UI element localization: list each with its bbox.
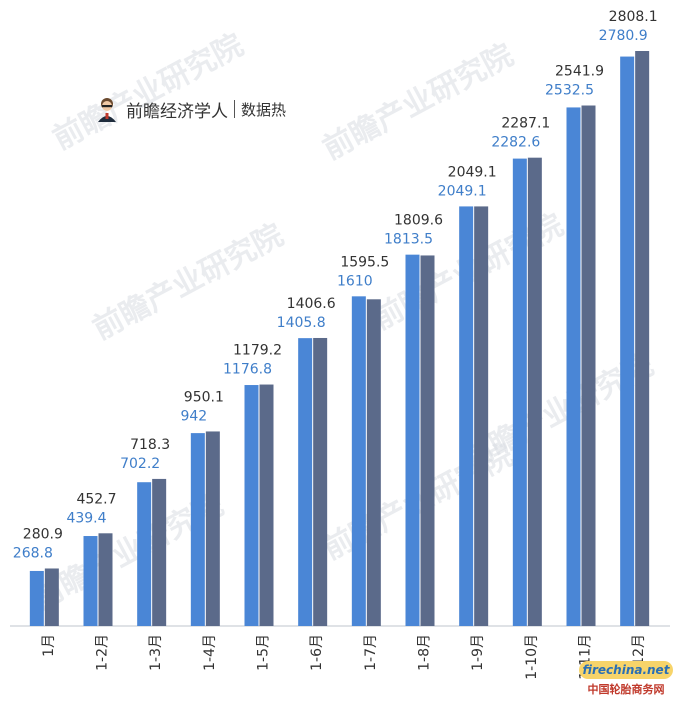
x-tick-labels-group: 1月 1-2月 1-3月 1-4月 1-5月 1-6月 1-7月 1-8月 1-9月 1-10月 1…: [41, 634, 647, 680]
bar-series-b: [474, 206, 489, 626]
avatar-icon: [98, 98, 116, 122]
brand-divider: [234, 100, 235, 118]
bar-series-b: [313, 337, 328, 626]
x-tick-label: 1-2月: [95, 634, 111, 671]
value-label-series-b: 280.9: [23, 526, 63, 542]
value-label-series-b: 1179.2: [233, 343, 282, 359]
corner-logo: firechina.net 中国轮胎商务网: [578, 659, 674, 703]
x-tick-label: 1-8月: [417, 634, 433, 671]
bar-series-a: [459, 206, 474, 626]
value-label-series-a: 439.4: [66, 510, 106, 526]
bar-series-b: [152, 478, 167, 626]
value-label-series-a: 942: [180, 408, 207, 424]
bar-series-b: [635, 51, 650, 626]
value-label-series-a: 2049.1: [438, 183, 487, 199]
corner-logo-site-name: 中国轮胎商务网: [587, 683, 665, 696]
bar-series-b: [420, 255, 435, 626]
bar-series-a: [137, 482, 152, 626]
value-label-series-b: 2808.1: [609, 9, 658, 25]
bar-series-b: [366, 299, 381, 626]
bar-series-a: [298, 338, 313, 626]
bar-series-a: [244, 385, 259, 626]
x-tick-label: 1-7月: [363, 634, 379, 671]
x-tick-label: 1-9月: [470, 634, 486, 671]
value-label-series-b: 2541.9: [555, 64, 604, 80]
bar-series-b: [44, 568, 59, 626]
bars-group: [29, 51, 650, 627]
value-label-series-b: 718.3: [130, 437, 170, 453]
value-label-series-a: 1405.8: [277, 315, 326, 331]
bar-series-a: [83, 536, 98, 626]
value-label-series-b: 452.7: [76, 491, 116, 507]
bar-series-a: [405, 254, 420, 626]
x-tick-label: 1-4月: [202, 634, 218, 671]
value-label-series-b: 950.1: [184, 389, 224, 405]
value-label-series-a: 2780.9: [599, 28, 648, 44]
x-tick-label: 1-6月: [309, 634, 325, 671]
x-tick-label: 1月: [41, 634, 57, 657]
bar-series-a: [190, 433, 205, 626]
brand-header: 前瞻经济学人 数据热: [94, 96, 286, 122]
bar-series-b: [581, 105, 596, 627]
bar-series-b: [259, 384, 274, 626]
value-label-series-b: 2049.1: [448, 164, 497, 180]
bar-series-b: [205, 431, 220, 626]
bar-series-a: [351, 296, 366, 626]
value-label-series-a: 702.2: [120, 456, 160, 472]
value-labels-group: 280.9 268.8 452.7 439.4 718.3 702.2 950.1 942 11…: [13, 9, 658, 561]
watermark-text: 前瞻产业研究院: [47, 28, 249, 157]
brand-subtitle: 数据热: [241, 100, 287, 119]
bar-series-b: [527, 157, 542, 627]
value-label-series-b: 2287.1: [501, 116, 550, 132]
x-tick-label: 1-3月: [148, 634, 164, 671]
bar-series-a: [29, 570, 44, 626]
value-label-series-a: 1813.5: [384, 232, 433, 248]
bar-series-b: [98, 533, 113, 626]
x-tick-label: 1-10月: [524, 634, 540, 680]
value-label-series-a: 2532.5: [545, 83, 594, 99]
bar-series-a: [566, 107, 581, 627]
value-label-series-a: 268.8: [13, 545, 53, 561]
bar-series-a: [512, 158, 527, 627]
brand-name: 前瞻经济学人: [126, 101, 228, 122]
watermark-text: 前瞻产业研究院: [87, 218, 289, 347]
value-label-series-b: 1595.5: [340, 254, 389, 270]
value-label-series-a: 1176.8: [223, 362, 272, 378]
bar-series-a: [620, 56, 635, 627]
corner-logo-domain: firechina.net: [578, 661, 674, 679]
x-tick-label: 1-5月: [256, 634, 272, 671]
watermark-text: 前瞻产业研究院: [317, 38, 519, 167]
value-label-series-a: 1610: [337, 273, 373, 289]
value-label-series-b: 1406.6: [287, 296, 336, 312]
value-label-series-b: 1809.6: [394, 213, 443, 229]
value-label-series-a: 2282.6: [491, 135, 540, 151]
